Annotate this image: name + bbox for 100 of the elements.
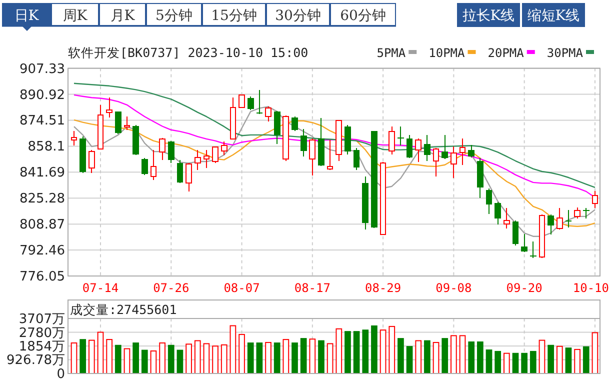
y-tick-label: 808.87: [20, 218, 65, 233]
bar: [548, 344, 554, 374]
bar: [80, 339, 86, 374]
bar: [521, 352, 528, 374]
candlestick: [565, 209, 572, 228]
bar: [459, 335, 466, 374]
bar: [124, 348, 130, 374]
bar: [186, 344, 192, 374]
bar: [70, 342, 78, 374]
legend-label: 20PMA: [488, 46, 525, 60]
bar: [97, 332, 104, 374]
button: 缩短K线: [522, 3, 585, 27]
candlestick: [292, 116, 298, 132]
bar: [477, 341, 484, 374]
candlestick: [459, 138, 466, 166]
bar: [468, 341, 475, 374]
bar: [238, 334, 245, 374]
legend-label: 5PMA: [376, 46, 406, 60]
bar: [512, 352, 519, 374]
bar: [574, 348, 580, 374]
candlestick: [203, 149, 210, 169]
candlestick: [300, 128, 307, 157]
candlestick: [548, 215, 554, 236]
candlestick: [398, 126, 404, 146]
candlestick: [353, 148, 360, 170]
bar: [256, 342, 263, 374]
bar: [530, 350, 536, 374]
y-tick-label: 3707万: [18, 312, 65, 327]
bar: [592, 332, 598, 374]
candlestick: [274, 112, 280, 145]
candlestick: [97, 104, 104, 150]
bar: [203, 343, 210, 374]
y-tick-label: 792.46: [20, 244, 65, 259]
bar: [265, 342, 272, 374]
bar: [450, 335, 457, 374]
button: 15分钟: [202, 3, 266, 26]
button: 周K: [51, 3, 99, 26]
candlestick: [442, 134, 448, 158]
y-tick-label: 776.05: [20, 270, 65, 284]
candlestick: [486, 188, 492, 215]
bar: [282, 339, 290, 374]
y-tick-label: 874.51: [20, 114, 65, 129]
bar: [168, 344, 174, 374]
bar: [565, 348, 572, 374]
y-tick-label: 825.28: [20, 192, 65, 207]
bar: [300, 338, 307, 374]
candlestick: [230, 97, 236, 140]
button: 拉长K线: [457, 3, 520, 27]
bar: [274, 342, 280, 374]
candlestick: [494, 202, 502, 226]
bar: [150, 350, 157, 374]
bar: [486, 349, 492, 374]
candlestick: [477, 158, 484, 199]
bar: [442, 338, 448, 374]
bar: [212, 346, 218, 374]
bar: [362, 330, 369, 374]
bar: [336, 328, 342, 374]
bar: [309, 338, 316, 374]
y-tick-label: 907.33: [20, 62, 65, 77]
bar: [380, 330, 386, 374]
bar: [292, 342, 298, 374]
bar: [582, 346, 590, 374]
line-series: [73, 82, 596, 188]
y-tick-label: 841.69: [20, 166, 65, 181]
bar: [194, 340, 201, 374]
candlestick: [582, 208, 590, 220]
candlestick: [388, 126, 396, 155]
bar: [132, 342, 139, 374]
candlestick: [141, 158, 148, 174]
bar: [344, 331, 351, 374]
bar: [503, 352, 510, 374]
bar: [415, 340, 422, 374]
candlestick: [247, 96, 254, 110]
button: 月K: [99, 3, 146, 26]
bar: [230, 325, 236, 374]
y-tick-label: 858.1: [28, 140, 65, 155]
x-tick-label: 10-10: [572, 281, 609, 295]
button: 30分钟: [266, 3, 330, 26]
candlestick: [424, 134, 430, 162]
x-tick-label: 08-29: [364, 281, 402, 295]
bar: [176, 350, 184, 374]
y-tick-label: 890.92: [20, 88, 65, 103]
candlestick: [318, 118, 324, 166]
candlestick: [114, 112, 122, 135]
chart-title: 成交量:27455601: [70, 302, 177, 317]
legend-label: 10PMA: [428, 46, 466, 60]
bar: [538, 340, 546, 374]
bar: [106, 339, 113, 374]
bar: [318, 340, 324, 374]
x-tick-label: 09-20: [506, 281, 542, 295]
x-tick-label: 07-26: [153, 281, 190, 295]
candlestick: [194, 149, 201, 170]
y-tick-label: 0: [56, 367, 65, 381]
bar: [406, 346, 413, 374]
candlestick: [80, 136, 86, 174]
bar: [398, 338, 404, 374]
bar: [141, 350, 148, 374]
candlestick: [150, 149, 157, 180]
candlestick: [521, 233, 528, 252]
bar: [114, 344, 122, 374]
